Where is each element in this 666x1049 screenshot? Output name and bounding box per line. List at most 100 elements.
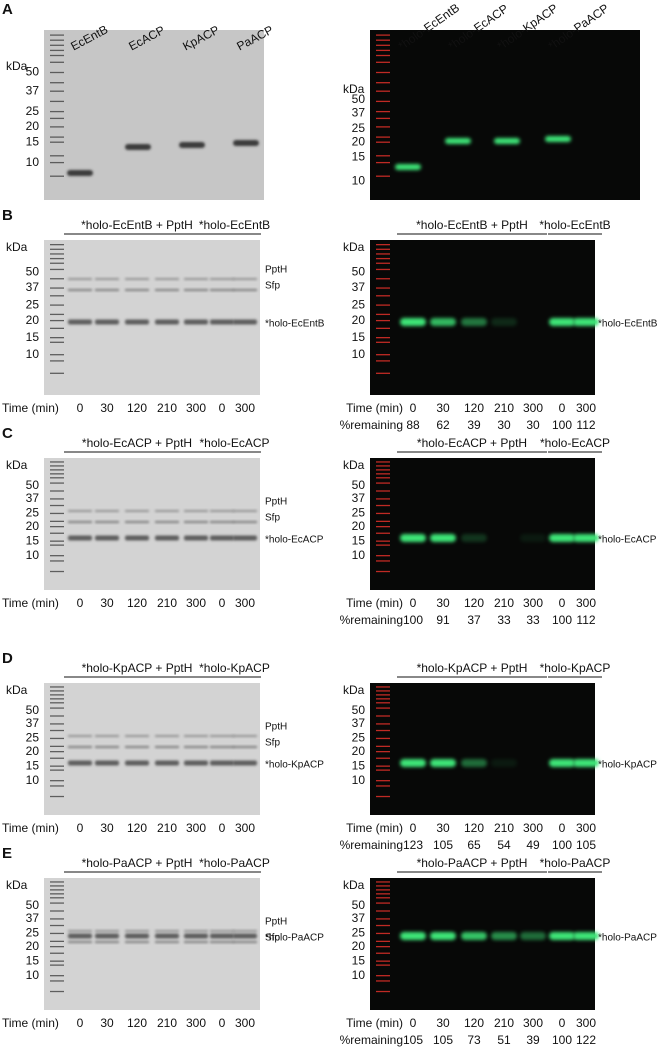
band (125, 521, 149, 523)
band (461, 759, 487, 767)
time-value: 210 (494, 1016, 514, 1030)
band (461, 932, 487, 940)
group-label: *holo-PaACP + PptH (82, 856, 193, 870)
time-value: 30 (100, 596, 114, 610)
remaining-value: 49 (526, 838, 540, 852)
band (491, 318, 517, 326)
marker-label: 37 (352, 911, 366, 925)
band (184, 933, 208, 939)
band-label: *holo-EcACP (265, 535, 324, 546)
time-value: 300 (576, 401, 596, 415)
time-value: 300 (523, 401, 543, 415)
remaining-value: 30 (497, 418, 511, 432)
remaining-value: 100 (552, 838, 572, 852)
band (233, 535, 257, 541)
kda-label: kDa (6, 683, 28, 697)
marker-label: 25 (26, 297, 40, 311)
band (430, 759, 456, 767)
band (210, 521, 234, 523)
band (400, 759, 426, 767)
remaining-value: 91 (436, 613, 450, 627)
band (400, 534, 426, 542)
marker-label: 15 (352, 953, 366, 967)
time-value: 300 (235, 401, 255, 415)
band (233, 510, 257, 512)
band (68, 746, 92, 748)
band (68, 735, 92, 737)
remaining-value: 88 (406, 418, 420, 432)
time-value: 120 (464, 821, 484, 835)
marker-label: 50 (26, 478, 40, 492)
group-label: *holo-KpACP (540, 661, 611, 675)
band (95, 278, 119, 280)
remaining-value: 105 (576, 838, 596, 852)
band (184, 278, 208, 280)
time-label: Time (min) (346, 596, 403, 610)
band (545, 136, 571, 142)
band (95, 510, 119, 512)
band (95, 760, 119, 766)
group-label: *holo-PaACP + PptH (417, 856, 528, 870)
band (95, 319, 119, 325)
marker-label: 20 (26, 119, 40, 133)
band (155, 941, 179, 943)
band (95, 933, 119, 939)
band (210, 941, 234, 943)
band (210, 933, 234, 939)
band (184, 289, 208, 291)
time-value: 0 (559, 596, 566, 610)
marker-label: 15 (26, 330, 40, 344)
band (68, 289, 92, 291)
band (520, 534, 546, 542)
marker-label: 20 (26, 313, 40, 327)
band (461, 534, 487, 542)
band (233, 760, 257, 766)
band-label: *holo-KpACP (598, 760, 657, 771)
band (68, 521, 92, 523)
time-value: 210 (157, 1016, 177, 1030)
remaining-value: 105 (433, 1033, 453, 1047)
time-value: 120 (464, 596, 484, 610)
marker-label: 10 (26, 968, 40, 982)
group-label: *holo-PaACP (199, 856, 270, 870)
band (95, 289, 119, 291)
remaining-value: 65 (467, 838, 481, 852)
remaining-value: 100 (552, 1033, 572, 1047)
band (68, 933, 92, 939)
band-label: Sfp (265, 738, 280, 749)
marker-label: 37 (352, 491, 366, 505)
time-label: Time (min) (2, 596, 59, 610)
band (549, 759, 575, 767)
band (233, 278, 257, 280)
time-value: 0 (559, 1016, 566, 1030)
gel (370, 240, 595, 395)
band (233, 746, 257, 748)
band (155, 735, 179, 737)
marker-label: 20 (352, 744, 366, 758)
marker-label: 20 (352, 313, 366, 327)
band (68, 941, 92, 943)
time-value: 300 (235, 821, 255, 835)
remaining-value: 39 (467, 418, 481, 432)
kda-label: kDa (343, 82, 365, 96)
band (155, 746, 179, 748)
band (184, 535, 208, 541)
marker-label: 37 (352, 280, 366, 294)
remaining-value: 123 (403, 838, 423, 852)
group-label: *holo-EcEntB + PptH (81, 218, 193, 232)
remaining-value: 30 (526, 418, 540, 432)
band (95, 746, 119, 748)
time-value: 300 (186, 596, 206, 610)
marker-label: 25 (26, 506, 40, 520)
band (233, 521, 257, 523)
marker-label: 20 (26, 939, 40, 953)
band (95, 735, 119, 737)
marker-label: 10 (26, 155, 40, 169)
time-value: 0 (410, 821, 417, 835)
marker-label: 15 (26, 533, 40, 547)
band (155, 930, 179, 932)
band (430, 932, 456, 940)
remaining-value: 62 (436, 418, 450, 432)
band (520, 932, 546, 940)
time-value: 120 (464, 1016, 484, 1030)
